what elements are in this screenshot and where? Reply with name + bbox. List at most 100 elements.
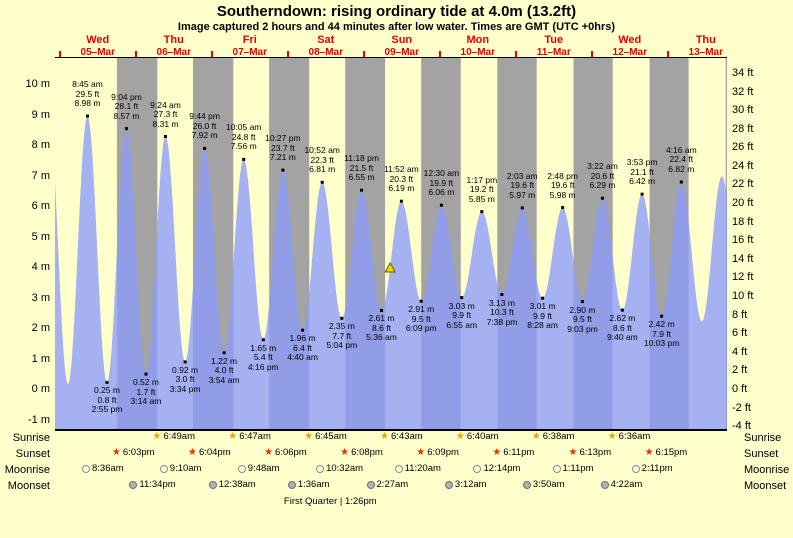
tide-extreme-dot xyxy=(261,338,265,342)
tide-label-line: 11:18 pm xyxy=(344,153,379,164)
sunrise-row-label-right: Sunrise xyxy=(744,432,782,444)
low-tide-label: 2.91 m 9.5 ft 6:09 pm xyxy=(389,305,453,334)
tide-label-line: 19.2 ft xyxy=(469,184,494,195)
moonrise-time: 10:32am xyxy=(326,463,364,474)
tide-extreme-dot xyxy=(203,146,207,150)
tide-label-line: 3.13 m xyxy=(488,297,515,308)
moonset-entry: 4:22am xyxy=(600,479,642,490)
sunset-star-icon: ★ xyxy=(644,447,654,458)
tide-label-line: 5.97 m xyxy=(509,189,536,200)
tide-extreme-dot xyxy=(105,380,109,384)
feet-tick-label: 2 ft xyxy=(732,364,748,377)
meter-tick-label: 1 m xyxy=(31,352,50,365)
midnight-tick xyxy=(58,51,61,57)
moonrise-entry: 8:36am xyxy=(81,463,124,474)
date-header: Sun 09–Mar xyxy=(384,35,419,59)
sunset-star-icon: ★ xyxy=(416,447,426,458)
tide-label-line: 1:17 pm xyxy=(466,174,498,185)
tide-label-line: 7:38 pm xyxy=(486,316,518,327)
tide-label-line: 9.5 ft xyxy=(572,314,592,325)
low-tide-label: 0.92 m 3.0 ft 3:34 pm xyxy=(153,365,217,395)
moonset-entry: 3:12am xyxy=(444,479,487,490)
tide-label-line: 1.7 ft xyxy=(136,386,156,397)
low-tide-label: 1.96 m 6.4 ft 4:40 am xyxy=(271,334,335,363)
low-tide-label: 3.13 m 10.3 ft 7:38 pm xyxy=(470,297,534,328)
tide-label-line: 3:53 pm xyxy=(626,157,658,168)
sunset-entry: ★ 6:11pm xyxy=(492,447,534,458)
tide-label-line: 7.21 m xyxy=(269,152,296,163)
date-header: Fri 07–Mar xyxy=(232,35,267,59)
moonset-icon xyxy=(129,480,138,489)
tide-extreme-dot xyxy=(222,351,226,355)
tide-extreme-dot xyxy=(500,293,504,296)
date-label: 13–Mar xyxy=(688,47,724,58)
moonrise-entry: 1:11pm xyxy=(552,463,594,474)
sunrise-time: 6:38am xyxy=(542,431,575,442)
feet-tick-label: 24 ft xyxy=(732,159,754,172)
moonset-time: 2:27am xyxy=(376,479,409,490)
tide-label-line: 0.8 ft xyxy=(97,394,117,405)
moonrise-time: 1:11pm xyxy=(562,463,594,474)
date-label: 07–Mar xyxy=(232,47,267,58)
tide-label-line: 11:52 am xyxy=(383,164,419,175)
moonset-icon xyxy=(287,480,296,489)
tide-label-line: 9.9 ft xyxy=(533,310,553,321)
tide-label-line: 6.19 m xyxy=(388,183,415,194)
tide-label-line: 7.7 ft xyxy=(332,330,352,341)
tide-label-line: 19.6 ft xyxy=(510,180,535,191)
tide-label-line: 7.92 m xyxy=(191,130,218,141)
tide-label-line: 6:09 pm xyxy=(405,323,437,334)
date-header: Tue 11–Mar xyxy=(537,35,571,59)
moonrise-icon xyxy=(237,464,246,473)
moonset-time: 12:38am xyxy=(218,479,256,490)
high-tide-label: 2:48 pm 19.6 ft 5.98 m xyxy=(531,171,595,201)
tide-label-line: 21.5 ft xyxy=(349,162,374,173)
tide-extreme-dot xyxy=(640,192,644,196)
sunset-entry: ★ 6:04pm xyxy=(188,447,231,458)
tide-label-line: 5:04 pm xyxy=(326,340,358,351)
tide-extreme-dot xyxy=(520,206,524,210)
sunset-row-label-right: Sunset xyxy=(744,448,779,460)
tide-label-line: 5.4 ft xyxy=(253,352,273,363)
tide-area xyxy=(55,116,727,429)
feet-tick-label: 18 ft xyxy=(732,215,754,228)
tide-extreme-dot xyxy=(340,316,344,320)
tide-label-line: 21.1 ft xyxy=(630,166,654,177)
tide-label-line: 6.06 m xyxy=(428,187,455,198)
feet-tick-label: 0 ft xyxy=(732,383,748,395)
sunrise-star-icon: ★ xyxy=(152,431,162,442)
tide-curve-svg xyxy=(55,58,727,429)
sunset-time: 6:03pm xyxy=(122,447,155,458)
moonset-entry: 1:36am xyxy=(287,479,330,490)
weekday-label: Thu xyxy=(695,34,716,46)
tide-label-line: 2.61 m xyxy=(368,313,395,324)
midnight-tick xyxy=(286,51,289,57)
sunset-star-icon: ★ xyxy=(264,447,274,458)
tide-label-line: 5.85 m xyxy=(468,193,495,204)
tide-extreme-dot xyxy=(620,308,624,312)
tide-label-line: 6.29 m xyxy=(589,180,616,191)
tide-label-line: 10.3 ft xyxy=(490,307,514,318)
sunset-time: 6:08pm xyxy=(351,447,383,458)
high-tide-label: 11:52 am 20.3 ft 6.19 m xyxy=(369,165,433,194)
sunrise-entry: ★ 6:38am xyxy=(532,431,575,442)
tide-extreme-dot xyxy=(320,180,324,184)
feet-tick-label: 14 ft xyxy=(732,252,754,265)
tide-label-line: 2.90 m xyxy=(569,304,596,315)
moonset-icon xyxy=(522,480,531,489)
tide-extreme-dot xyxy=(125,127,128,131)
tide-plot-area xyxy=(55,57,727,431)
tide-label-line: 9.9 ft xyxy=(452,310,472,321)
tide-label-line: 10:27 pm xyxy=(265,133,301,144)
sunrise-row-label-left: Sunrise xyxy=(12,432,50,444)
tide-extreme-dot xyxy=(360,188,363,192)
moonset-time: 3:50am xyxy=(532,479,565,490)
midnight-tick xyxy=(514,51,517,57)
midnight-tick xyxy=(666,51,669,57)
tide-label-line: 28.1 ft xyxy=(114,101,139,112)
date-label: 09–Mar xyxy=(384,47,419,58)
sunset-time: 6:09pm xyxy=(427,447,459,458)
date-header: Thu 06–Mar xyxy=(157,35,191,59)
tide-label-line: 26.0 ft xyxy=(192,120,217,131)
